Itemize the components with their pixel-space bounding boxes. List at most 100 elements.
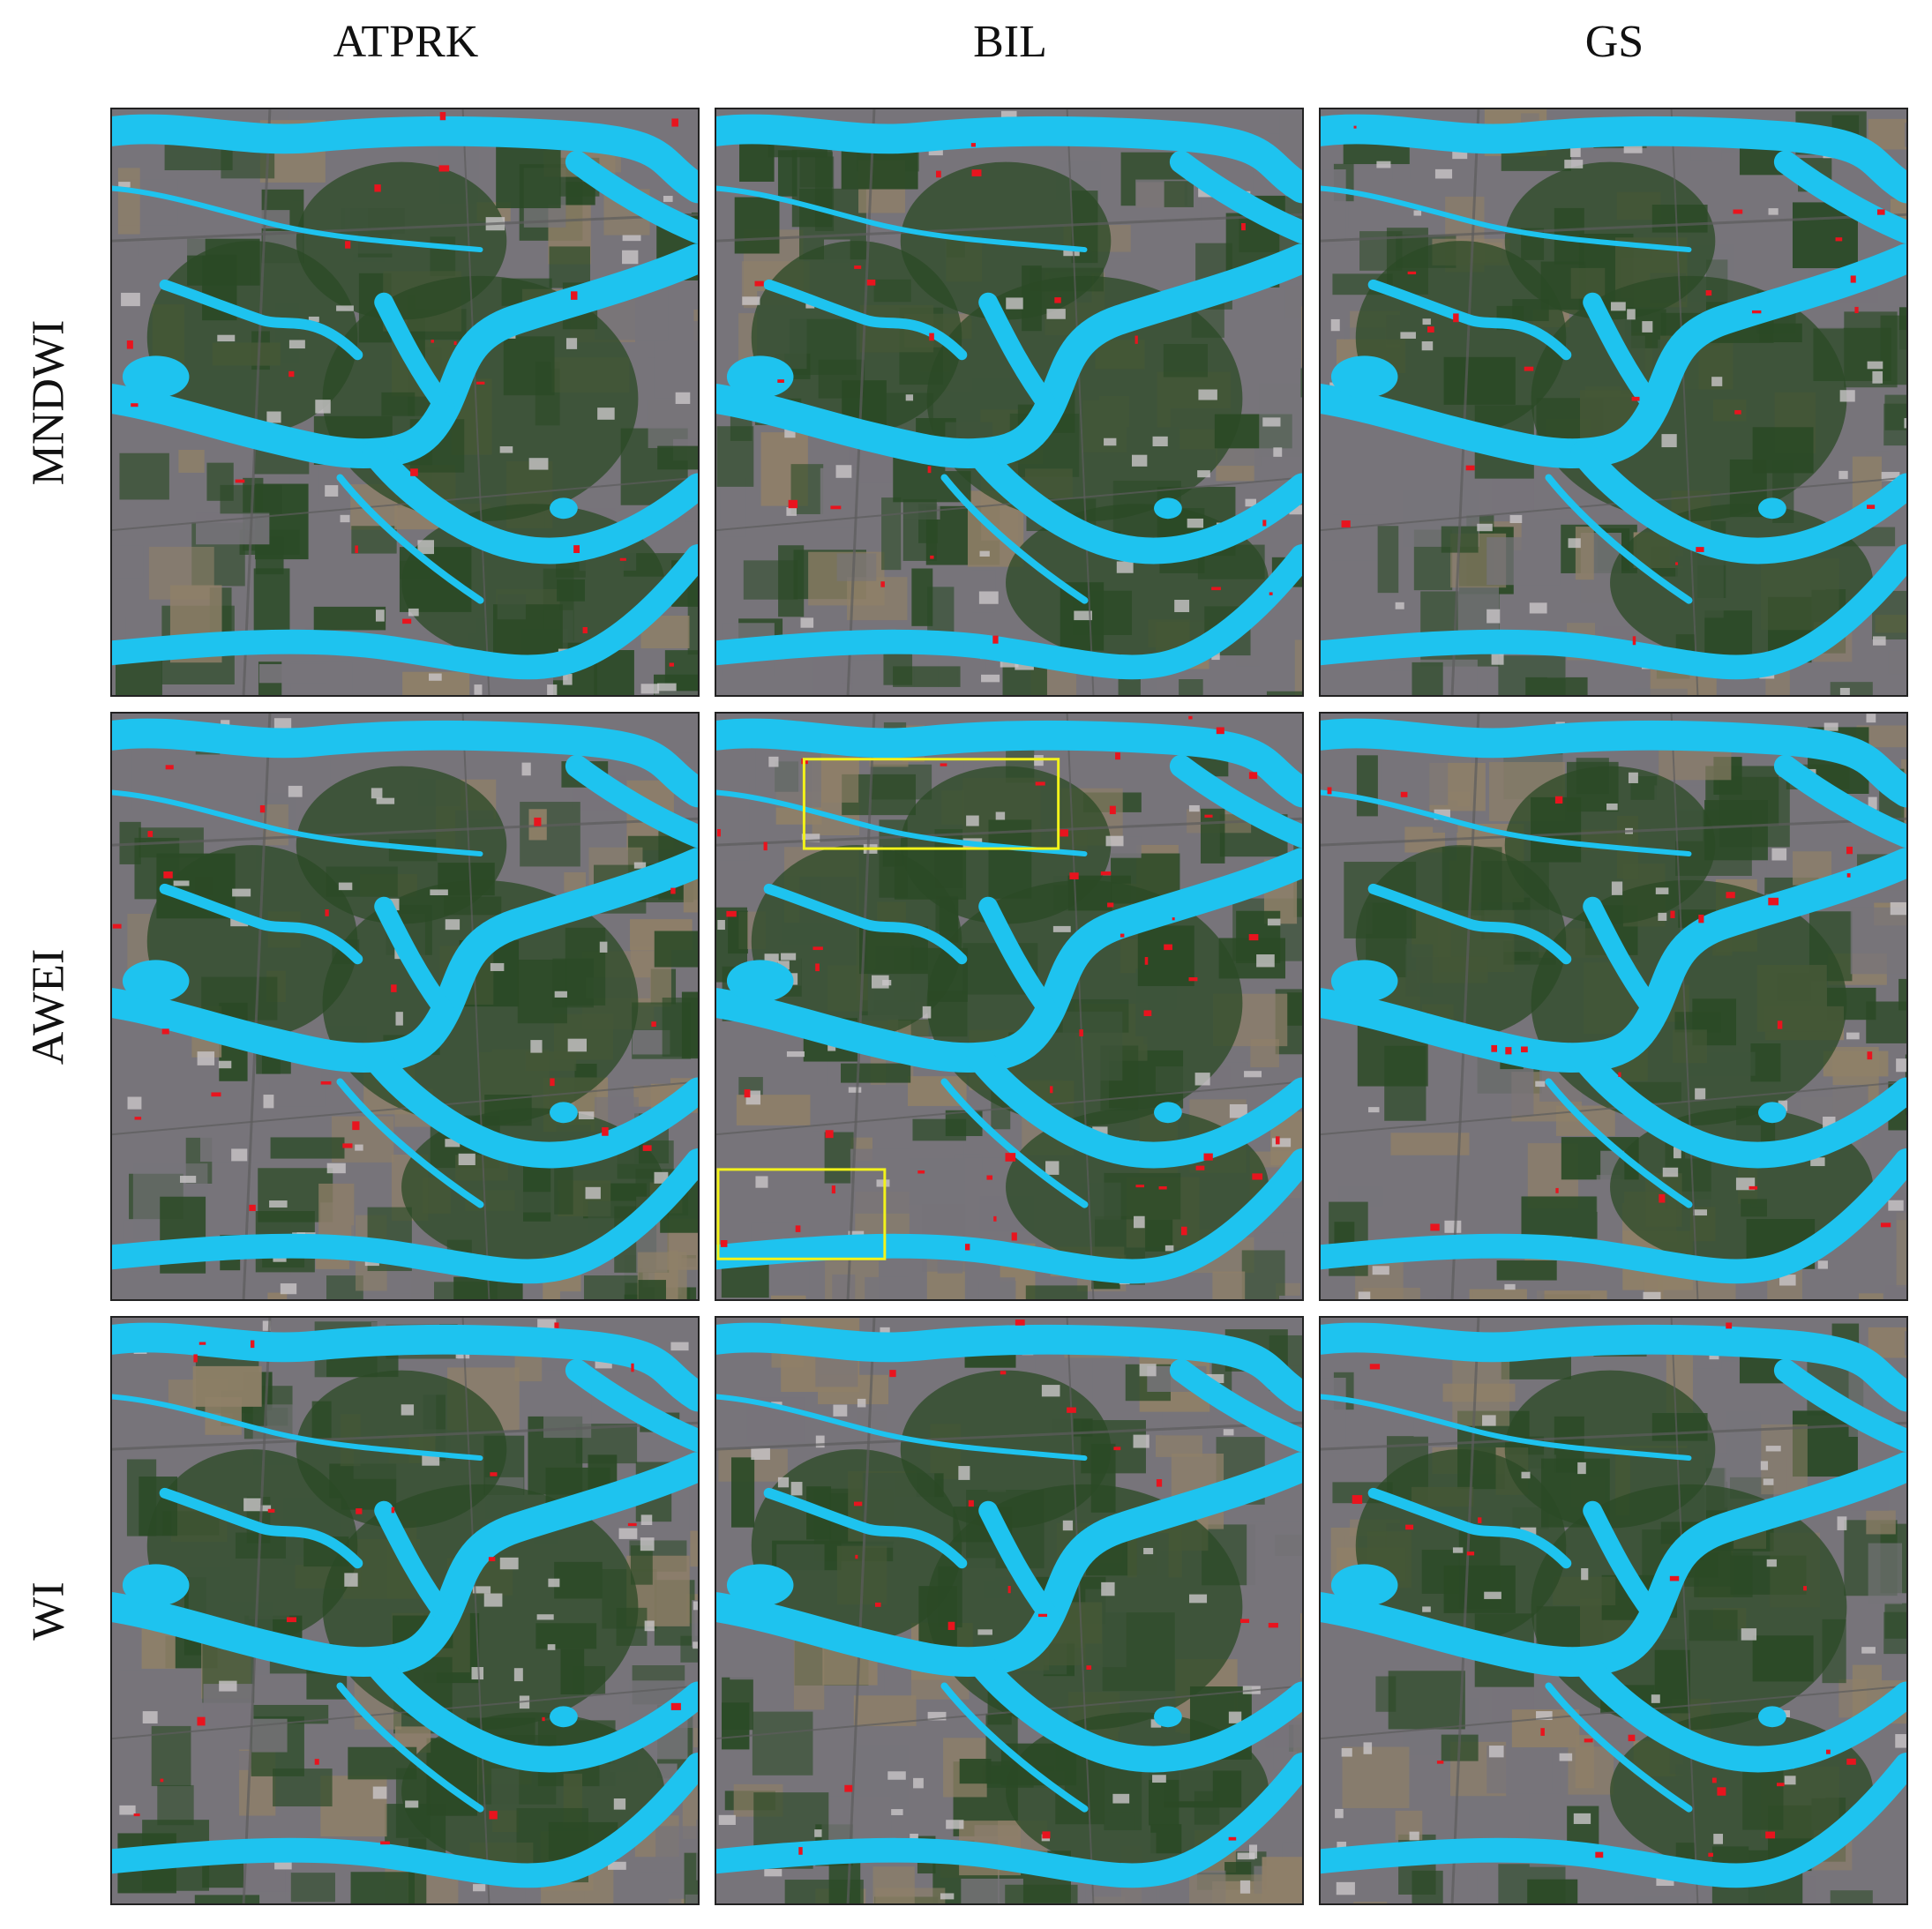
misclassified-pixels [670,887,676,894]
satellite-scene [716,1318,1302,1903]
misclassified-pixels [1086,1665,1092,1671]
panel-awei-atprk [110,712,700,1301]
land-patch [1284,285,1302,319]
misclassified-pixels [1120,933,1125,938]
land-patch [1413,1418,1434,1438]
misclassified-pixels [1204,814,1213,818]
panel-awei-bil [715,712,1304,1301]
highlight-box [802,758,1060,850]
misclassified-pixels [671,118,678,127]
land-patch [893,666,961,687]
misclassified-pixels [1711,1777,1717,1783]
land-patch [192,1365,262,1407]
water-body [336,1682,484,1813]
misclassified-pixels [374,184,381,192]
highlight-box [716,1168,887,1260]
misclassified-pixels [1407,271,1417,275]
land-patch [1634,688,1688,695]
land-patch [1523,1749,1553,1791]
misclassified-pixels [970,143,976,147]
misclassified-pixels [356,1508,363,1514]
water-body [1545,474,1693,604]
misclassified-pixels [964,1244,970,1251]
misclassified-pixels [342,1143,353,1148]
water-body [966,1043,1302,1169]
misclassified-pixels [777,379,784,383]
misclassified-pixels [1734,410,1741,415]
misclassified-pixels [1430,1223,1440,1231]
misclassified-pixels [1675,562,1678,565]
misclassified-pixels [642,1145,652,1151]
land-patch [881,497,902,571]
misclassified-pixels [320,1080,332,1085]
water-body [1321,1148,1906,1284]
misclassified-pixels [1353,125,1357,129]
misclassified-pixels [788,499,798,509]
row-header-mndwi: MNDWI [23,319,74,485]
land-patch [836,553,877,581]
water-body [112,1394,483,1462]
land-patch [1412,662,1443,695]
land-patch [269,1081,326,1107]
misclassified-pixels [1717,1787,1726,1796]
misclassified-pixels [1144,957,1149,965]
water-body [159,883,363,965]
misclassified-pixels [582,626,588,634]
land-patch [692,1600,698,1648]
water-body [1321,243,1906,469]
column-header-gs: GS [1584,17,1644,67]
misclassified-pixels [1749,1185,1758,1190]
land-patch [1118,677,1141,695]
misclassified-pixels [1195,1165,1205,1170]
land-patch [1212,1271,1246,1299]
misclassified-pixels [930,555,934,559]
misclassified-pixels [1669,1575,1680,1581]
land-patch [267,1292,288,1299]
misclassified-pixels [936,170,941,178]
water-body [112,1452,698,1678]
misclassified-pixels [573,545,580,554]
misclassified-pixels [1211,587,1221,591]
land-patch [1390,1133,1470,1155]
misclassified-pixels [798,1847,803,1855]
misclassified-pixels [1733,209,1743,214]
satellite-scene [1321,109,1906,695]
misclassified-pixels [1466,1551,1475,1556]
water-body [940,1682,1089,1813]
water-body [112,1322,698,1412]
land-patch [1609,1297,1653,1299]
misclassified-pixels [126,340,133,349]
land-patch [1200,808,1225,864]
land-patch [1388,1671,1465,1730]
water-body [716,185,1088,253]
land-patch [1904,123,1906,147]
land-patch [637,1873,682,1903]
misclassified-pixels [619,557,626,561]
land-patch [1537,1290,1607,1299]
land-patch [824,1132,854,1184]
misclassified-pixels [1054,297,1061,303]
misclassified-pixels [880,581,885,587]
land-patch [1342,1746,1410,1808]
land-patch [696,1819,698,1880]
misclassified-pixels [410,468,418,476]
misclassified-pixels [1050,1086,1053,1094]
misclassified-pixels [1478,1517,1482,1523]
misclassified-pixels [1107,902,1114,908]
water-body [336,474,484,604]
land-patch [967,1277,1015,1299]
land-patch [434,1282,498,1299]
misclassified-pixels [993,1215,997,1222]
water-body [1583,292,1664,417]
misclassified-pixels [1180,1226,1187,1236]
land-patch [1521,1196,1598,1239]
misclassified-pixels [1352,1495,1363,1505]
misclassified-pixels [1453,313,1459,323]
misclassified-pixels [651,1021,656,1028]
misclassified-pixels [1069,872,1079,879]
land-patch [687,580,698,655]
land-patch [350,1872,416,1903]
land-patch [1486,537,1561,586]
misclassified-pixels [1696,547,1704,552]
misclassified-pixels [1100,871,1112,876]
